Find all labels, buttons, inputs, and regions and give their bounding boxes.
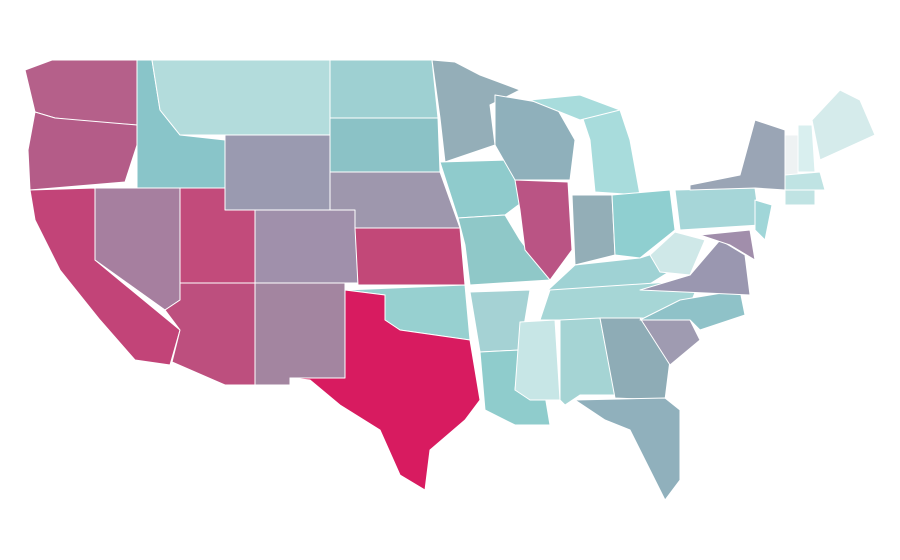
state-region (579, 109, 641, 196)
state-region (439, 159, 526, 219)
state-region (754, 199, 773, 241)
state-region (649, 231, 706, 276)
state-region (784, 171, 826, 191)
state-region (289, 289, 481, 491)
state-region (811, 89, 876, 161)
state-region (254, 209, 359, 284)
state-region (354, 227, 466, 286)
state-region (151, 59, 331, 136)
state-region (639, 289, 746, 331)
state-region (784, 134, 799, 176)
state-region (224, 134, 331, 211)
state-region (27, 111, 138, 191)
state-region (689, 119, 786, 191)
state-region (574, 397, 681, 501)
state-region (529, 94, 621, 121)
state-region (674, 187, 761, 231)
state-region (514, 179, 573, 281)
state-region (571, 194, 616, 266)
state-region (699, 229, 756, 261)
state-region (514, 319, 561, 401)
state-region (329, 59, 439, 119)
state-region (611, 189, 676, 259)
state-region (431, 59, 521, 163)
state-region (329, 117, 441, 173)
state-region (254, 282, 346, 386)
state-region (784, 189, 816, 206)
state-region (797, 124, 816, 173)
state-region (639, 239, 751, 296)
